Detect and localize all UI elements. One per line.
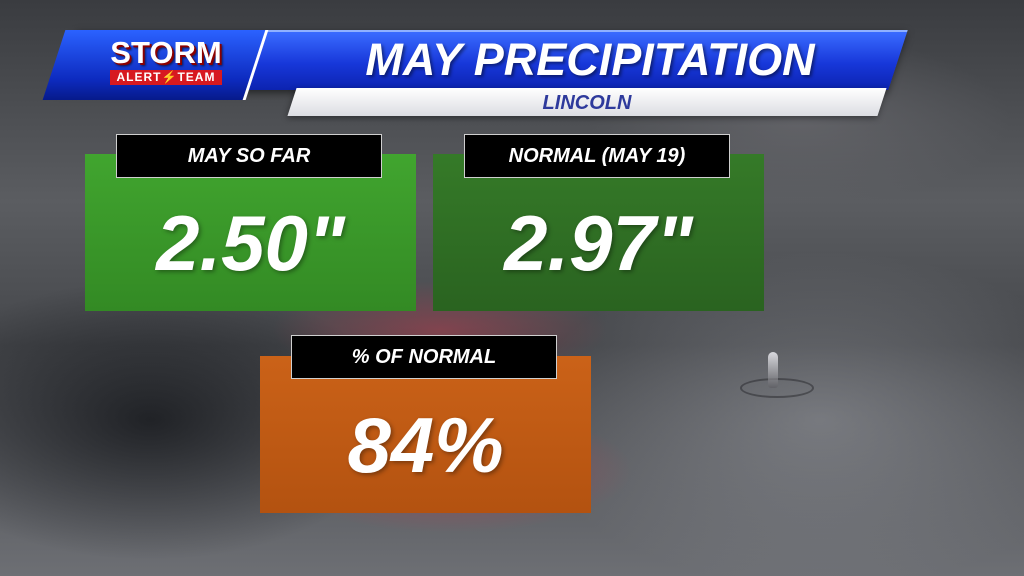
logo-storm-text: STORM <box>110 35 222 70</box>
panel-background <box>433 154 764 311</box>
logo-team-text: TEAM <box>177 70 216 84</box>
panel-label-may-so-far: MAY SO FAR <box>116 134 382 178</box>
panel-background <box>260 356 591 513</box>
panel-value: 2.50" <box>156 199 345 287</box>
logo-alert-text: ALERT <box>116 70 162 84</box>
panel-normal: 2.97" <box>433 154 764 311</box>
panel-may-so-far: 2.50" <box>85 154 416 311</box>
page-title: MAY PRECIPITATION <box>365 34 815 85</box>
panel-value: 2.97" <box>504 199 693 287</box>
water-drop <box>768 352 778 388</box>
logo-alert-team-strip: ALERT⚡TEAM <box>110 70 222 85</box>
lightning-bolt-icon: ⚡ <box>161 70 178 84</box>
location-subtitle: LINCOLN <box>542 92 632 114</box>
panel-value: 84% <box>347 401 504 489</box>
panel-label-percent: % OF NORMAL <box>291 335 557 379</box>
panel-label-normal: NORMAL (MAY 19) <box>464 134 730 178</box>
storm-alert-team-logo: STORM ALERT⚡TEAM <box>98 35 234 85</box>
panel-percent-of-normal: 84% <box>260 356 591 513</box>
panel-background <box>85 154 416 311</box>
